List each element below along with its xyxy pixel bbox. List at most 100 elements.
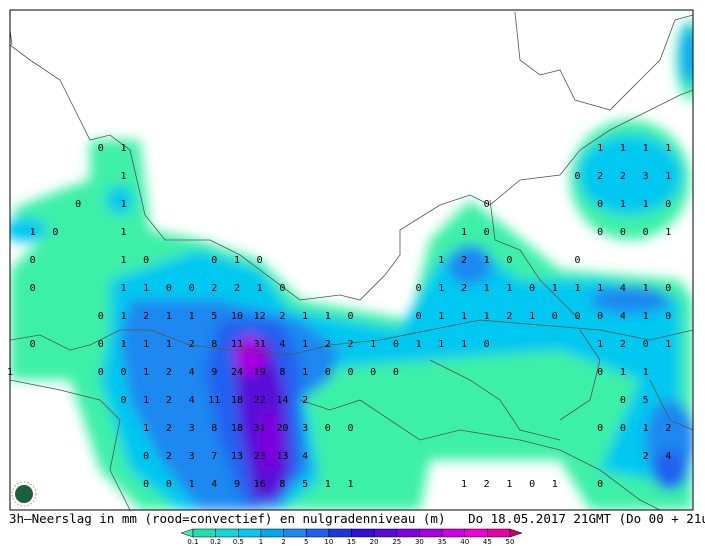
colorbar-segment — [305, 528, 330, 538]
grid-value: 2 — [643, 451, 649, 462]
colorbar-label: 20 — [370, 538, 379, 546]
grid-value: 0 — [120, 367, 126, 378]
grid-value: 11 — [231, 339, 243, 350]
grid-value: 1 — [30, 227, 36, 238]
grid-value: 1 — [643, 423, 649, 434]
colorbar-label: 5 — [304, 538, 308, 546]
grid-value: 1 — [7, 367, 13, 378]
grid-value: 14 — [276, 395, 288, 406]
grid-value: 0 — [620, 227, 626, 238]
colorbar-segment — [328, 528, 352, 538]
grid-value: 1 — [120, 143, 126, 154]
grid-value: 5 — [643, 395, 649, 406]
grid-value: 19 — [254, 367, 266, 378]
colorbar-label: 0.2 — [210, 538, 221, 546]
grid-value: 2 — [620, 339, 626, 350]
grid-value: 1 — [120, 171, 126, 182]
grid-value: 0 — [393, 339, 399, 350]
grid-value: 0 — [120, 395, 126, 406]
grid-value: 1 — [143, 367, 149, 378]
grid-value: 0 — [597, 423, 603, 434]
colorbar-label: 0.5 — [233, 538, 244, 546]
grid-value: 1 — [120, 255, 126, 266]
grid-value: 1 — [597, 143, 603, 154]
grid-value: 1 — [665, 339, 671, 350]
map-frame — [9, 9, 694, 511]
precipitation-field — [10, 11, 693, 510]
grid-value: 0 — [189, 283, 195, 294]
grid-value: 1 — [120, 339, 126, 350]
grid-value: 0 — [506, 255, 512, 266]
grid-value: 0 — [279, 283, 285, 294]
grid-value: 0 — [574, 311, 580, 322]
grid-value: 4 — [302, 451, 308, 462]
grid-value: 2 — [166, 451, 172, 462]
grid-value: 2 — [620, 171, 626, 182]
grid-value: 0 — [574, 255, 580, 266]
grid-value: 13 — [231, 451, 243, 462]
grid-value: 1 — [643, 367, 649, 378]
grid-value: 4 — [620, 283, 626, 294]
colorbar: 0.1 0.2 0.5 1 2 5 10 15 20 25 30 35 40 45 50 — [180, 528, 523, 546]
grid-value: 0 — [529, 283, 535, 294]
colorbar-label: 10 — [324, 538, 333, 546]
grid-value: 0 — [597, 479, 603, 490]
grid-value: 1 — [574, 283, 580, 294]
grid-value: 2 — [211, 283, 217, 294]
grid-value: 1 — [257, 283, 263, 294]
grid-value: 2 — [461, 283, 467, 294]
grid-value: 0 — [393, 367, 399, 378]
grid-value: 0 — [552, 311, 558, 322]
grid-value: 1 — [665, 143, 671, 154]
grid-value: 1 — [120, 311, 126, 322]
grid-value: 1 — [665, 171, 671, 182]
grid-value: 5 — [302, 479, 308, 490]
grid-value: 0 — [665, 311, 671, 322]
grid-value: 5 — [211, 311, 217, 322]
colorbar-segment — [441, 528, 465, 538]
grid-value: 1 — [143, 423, 149, 434]
colorbar-arrow-right — [509, 528, 523, 538]
grid-value: 1 — [189, 479, 195, 490]
colorbar-segment — [487, 528, 511, 538]
grid-value: 0 — [325, 367, 331, 378]
grid-value: 11 — [208, 395, 220, 406]
colorbar-label: 35 — [438, 538, 447, 546]
grid-value: 2 — [279, 311, 285, 322]
grid-value: 1 — [438, 283, 444, 294]
grid-value: 1 — [461, 227, 467, 238]
grid-value: 31 — [254, 339, 266, 350]
grid-value: 10 — [231, 311, 243, 322]
grid-value: 2 — [484, 479, 490, 490]
grid-value: 8 — [279, 367, 285, 378]
grid-value: 0 — [597, 367, 603, 378]
grid-value: 1 — [665, 227, 671, 238]
grid-value: 0 — [347, 423, 353, 434]
grid-value: 1 — [461, 479, 467, 490]
grid-value: 1 — [643, 311, 649, 322]
grid-value: 0 — [665, 199, 671, 210]
grid-value: 1 — [166, 311, 172, 322]
grid-value: 0 — [30, 339, 36, 350]
colorbar-segment — [419, 528, 443, 538]
grid-value: 1 — [620, 143, 626, 154]
grid-value: 4 — [279, 339, 285, 350]
colorbar-segment — [238, 528, 262, 538]
colorbar-segment — [215, 528, 239, 538]
grid-value: 1 — [166, 339, 172, 350]
grid-value: 1 — [506, 283, 512, 294]
grid-value: 1 — [347, 479, 353, 490]
grid-value: 16 — [254, 479, 266, 490]
colorbar-label: 50 — [506, 538, 515, 546]
grid-value: 0 — [143, 479, 149, 490]
grid-value: 0 — [52, 227, 58, 238]
grid-value: 2 — [347, 339, 353, 350]
grid-value: 0 — [143, 451, 149, 462]
grid-value: 1 — [643, 283, 649, 294]
grid-value: 1 — [438, 339, 444, 350]
grid-value: 2 — [143, 311, 149, 322]
grid-value: 0 — [98, 311, 104, 322]
grid-value: 1 — [461, 339, 467, 350]
grid-value: 0 — [597, 199, 603, 210]
